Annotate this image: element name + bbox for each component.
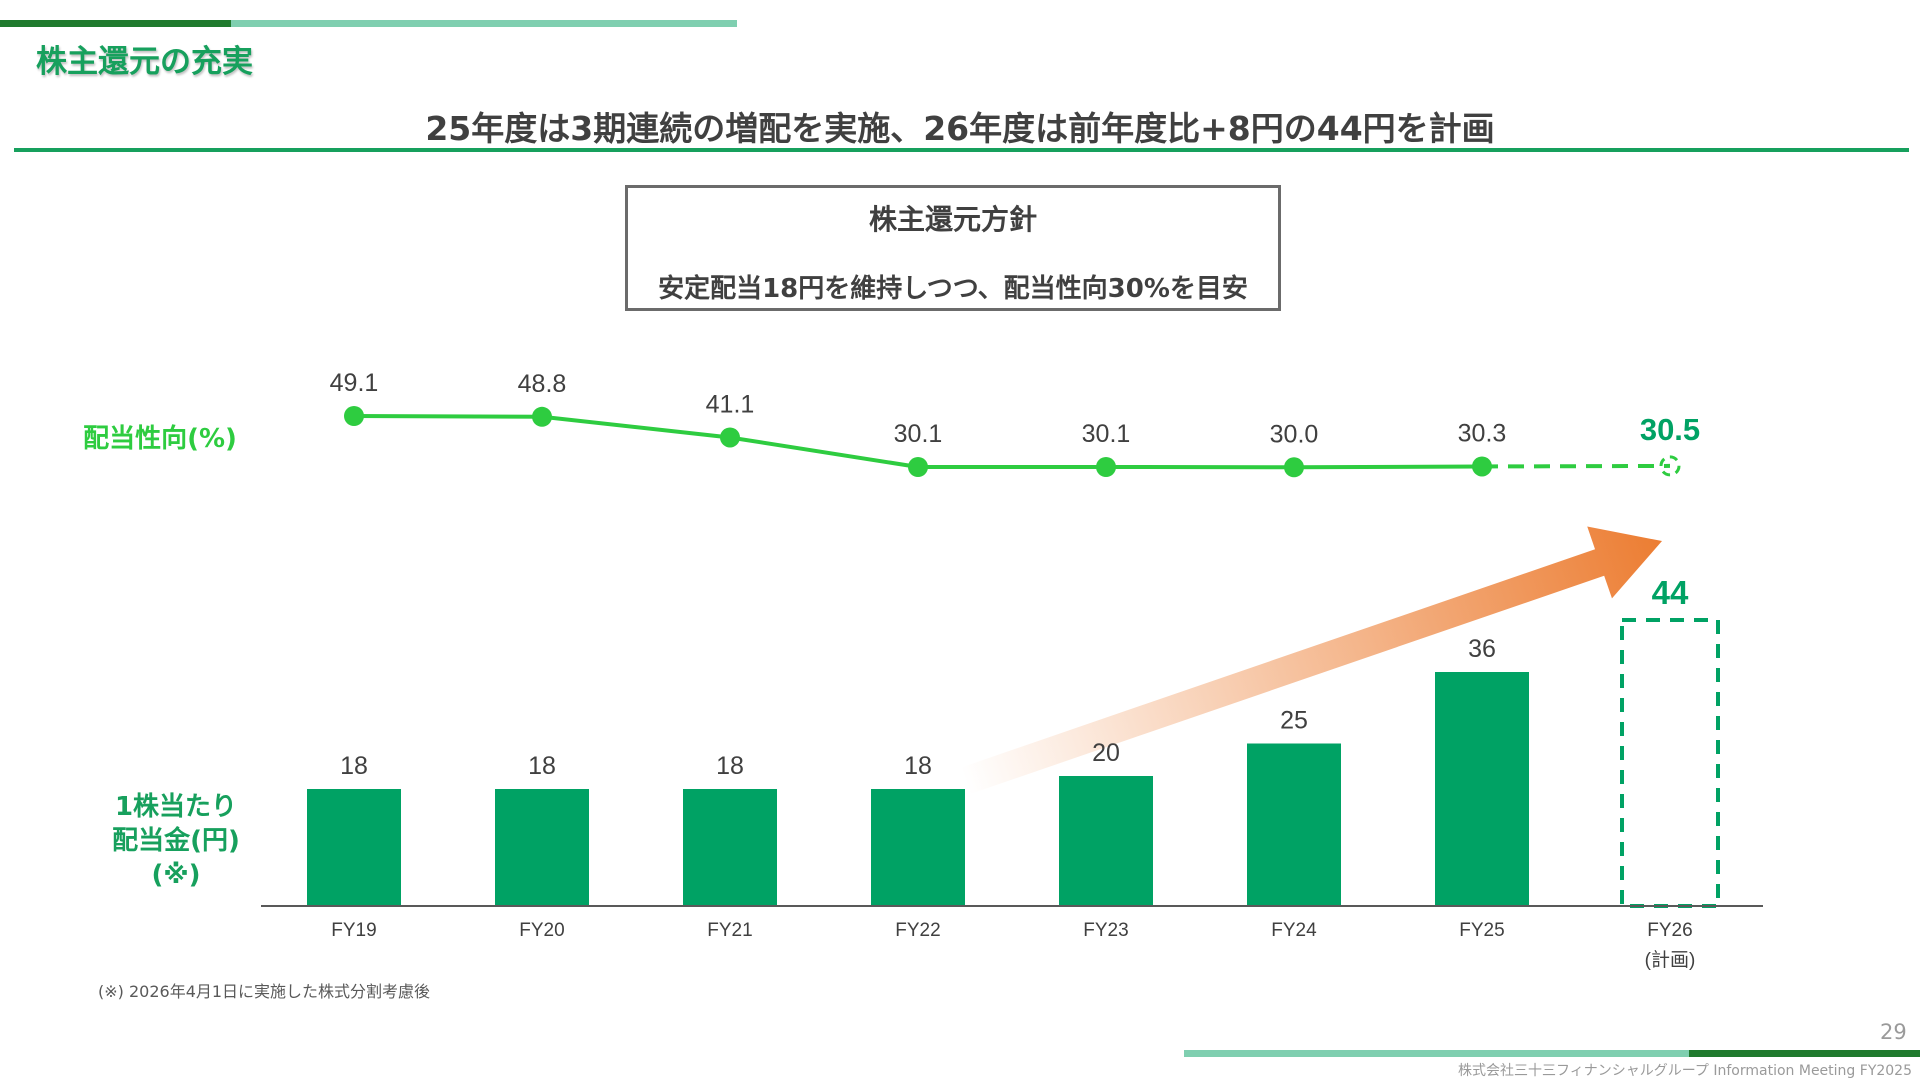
payout-ratio-point bbox=[532, 406, 552, 427]
payout-ratio-point bbox=[1472, 456, 1492, 477]
payout-ratio-value-label: 30.3 bbox=[1458, 419, 1507, 447]
dividend-value-label: 18 bbox=[528, 752, 556, 780]
payout-ratio-point bbox=[1096, 457, 1116, 477]
payout-ratio-value-label: 30.1 bbox=[894, 420, 943, 448]
payout-ratio-value-label-planned: 30.5 bbox=[1640, 412, 1700, 447]
dividend-value-label: 18 bbox=[716, 752, 744, 780]
dps-label-line3: (※) bbox=[151, 860, 201, 890]
x-axis-tick-label: FY19 bbox=[331, 920, 376, 941]
x-axis-tick-label: FY26 bbox=[1647, 920, 1692, 941]
dividend-value-label: 20 bbox=[1092, 739, 1120, 767]
x-axis-tick-note: (計画) bbox=[1645, 949, 1696, 971]
headline: 25年度は3期連続の増配を実施、26年度は前年度比+8円の44円を計画 bbox=[425, 109, 1495, 148]
footer-company-name: 株式会社三十三フィナンシャルグループ Information Meeting F… bbox=[1458, 1063, 1912, 1079]
dividend-value-label: 18 bbox=[340, 752, 368, 780]
growth-trend-arrow bbox=[960, 526, 1663, 795]
policy-text: 安定配当18円を維持しつつ、配当性向30%を目安 bbox=[658, 274, 1248, 304]
footer-accent-bar-dark bbox=[1689, 1050, 1920, 1057]
payout-ratio-point bbox=[720, 427, 740, 448]
payout-ratio-value-label: 49.1 bbox=[330, 369, 379, 397]
payout-ratio-line-planned bbox=[1481, 463, 1671, 469]
dividend-value-label: 25 bbox=[1280, 707, 1308, 735]
page-number: 29 bbox=[1880, 1020, 1907, 1044]
payout-ratio-label: 配当性向(%) bbox=[83, 424, 237, 454]
dividend-value-label-planned: 44 bbox=[1652, 574, 1689, 611]
x-axis-tick-label: FY20 bbox=[519, 920, 564, 941]
dps-label-line2: 配当金(円) bbox=[112, 826, 240, 856]
payout-ratio-point-planned bbox=[1659, 455, 1681, 477]
payout-ratio-value-label: 30.1 bbox=[1082, 420, 1131, 448]
x-axis-tick-label: FY21 bbox=[707, 920, 752, 941]
shareholder-return-policy-box: 株主還元方針 安定配当18円を維持しつつ、配当性向30%を目安 bbox=[625, 185, 1281, 311]
dividend-bar bbox=[1435, 672, 1529, 906]
dps-label-line1: 1株当たり bbox=[114, 792, 238, 822]
x-axis-tick-label: FY24 bbox=[1271, 920, 1317, 941]
dividend-value-label: 18 bbox=[904, 752, 932, 780]
dividend-bar bbox=[1247, 743, 1341, 906]
payout-ratio-value-label: 48.8 bbox=[518, 370, 567, 398]
payout-ratio-value-label: 41.1 bbox=[706, 390, 755, 418]
payout-ratio-point bbox=[1284, 457, 1304, 478]
dividend-bar bbox=[683, 789, 777, 906]
headline-divider bbox=[14, 148, 1909, 152]
dividend-bar-planned bbox=[1620, 618, 1720, 908]
footer-accent-bar-light bbox=[1184, 1050, 1689, 1057]
dividend-bar bbox=[871, 789, 965, 906]
dividend-value-label: 36 bbox=[1468, 635, 1496, 663]
dividend-bar bbox=[495, 789, 589, 906]
x-axis-tick-label: FY23 bbox=[1083, 920, 1128, 941]
x-axis-tick-label: FY22 bbox=[895, 920, 940, 941]
x-axis-tick-label: FY25 bbox=[1459, 920, 1504, 941]
payout-ratio-value-label: 30.0 bbox=[1270, 420, 1319, 448]
top-accent-bar-light bbox=[231, 20, 737, 27]
payout-ratio-point bbox=[344, 406, 364, 426]
slide-title: 株主還元の充実 bbox=[36, 44, 253, 80]
payout-ratio-point bbox=[908, 457, 928, 477]
dividend-bar bbox=[307, 789, 401, 906]
footnote: (※) 2026年4月1日に実施した株式分割考慮後 bbox=[98, 982, 431, 1001]
policy-title: 株主還元方針 bbox=[868, 203, 1037, 236]
top-accent-bar-dark bbox=[0, 20, 231, 27]
dividend-per-share-label: 1株当たり 配当金(円) (※) bbox=[60, 790, 292, 892]
dividend-bar bbox=[1059, 776, 1153, 906]
